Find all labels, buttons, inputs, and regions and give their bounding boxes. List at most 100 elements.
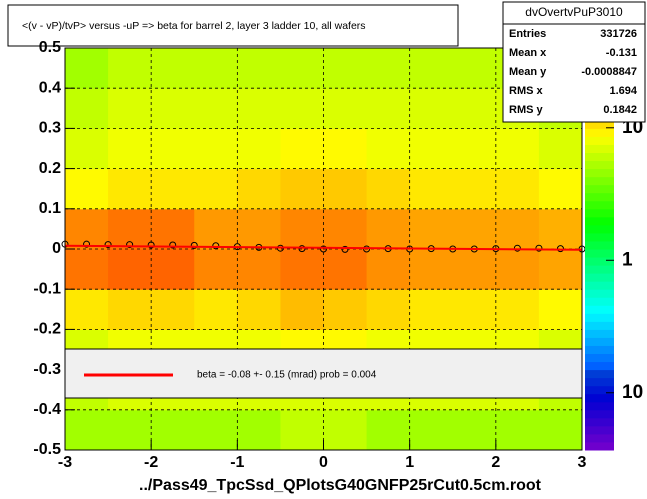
- colorbar-step: [585, 249, 614, 258]
- y-tick-label: 0.2: [39, 160, 61, 177]
- profile-point: [190, 241, 198, 249]
- stats-value: -0.131: [606, 47, 637, 59]
- heatmap-cell: [495, 208, 540, 250]
- plot-area: [61, 47, 586, 451]
- heatmap-cell: [65, 128, 109, 170]
- heatmap-cell: [366, 88, 411, 129]
- colorbar-step: [585, 313, 614, 322]
- heatmap-cell: [194, 208, 238, 250]
- heatmap-cell: [65, 48, 109, 89]
- colorbar-step: [585, 224, 614, 234]
- colorbar-step: [585, 393, 614, 403]
- colorbar-step: [585, 329, 614, 338]
- heatmap-cell: [151, 168, 195, 210]
- stats-label: Mean x: [509, 47, 547, 59]
- heatmap-cell: [538, 249, 583, 290]
- heatmap-cell: [323, 48, 368, 89]
- heatmap-cell: [323, 168, 368, 210]
- colorbar-step: [585, 337, 614, 346]
- x-tick-label: -1: [230, 454, 244, 471]
- colorbar-step: [585, 401, 614, 411]
- heatmap-cell: [65, 168, 109, 210]
- profile-point: [126, 241, 134, 249]
- heatmap-cell: [65, 409, 109, 451]
- colorbar-step: [585, 321, 614, 330]
- heatmap-cell: [65, 208, 109, 250]
- heatmap-cell: [194, 48, 238, 89]
- heatmap-cell: [366, 208, 411, 250]
- y-tick-label: 0: [52, 240, 61, 257]
- heatmap-cell: [151, 249, 195, 290]
- heatmap-cell: [194, 128, 238, 170]
- heatmap-cell: [323, 88, 368, 129]
- colorbar-step: [585, 240, 614, 250]
- heatmap-cell: [237, 289, 281, 330]
- title-box: [7, 4, 459, 47]
- heatmap-cell: [237, 208, 281, 250]
- heatmap-cell: [538, 208, 583, 250]
- colorbar-step: [585, 409, 614, 419]
- colorbar-step: [585, 184, 614, 194]
- heatmap-cell: [538, 409, 583, 451]
- colorbar-step: [585, 208, 614, 218]
- x-tick-label: -3: [58, 454, 72, 471]
- colorbar-step: [585, 216, 614, 226]
- x-tick-label: 1: [405, 454, 414, 471]
- heatmap-cell: [280, 289, 324, 330]
- heatmap-cell: [194, 168, 238, 210]
- heatmap-cell: [108, 128, 152, 170]
- heatmap-cell: [280, 48, 324, 89]
- stats-label: Mean y: [509, 66, 547, 78]
- colorbar-step: [585, 441, 614, 451]
- colorbar-step: [585, 289, 614, 298]
- heatmap-cell: [65, 88, 109, 129]
- heatmap-cell: [237, 249, 281, 290]
- colorbar-step: [585, 369, 614, 379]
- colorbar-step: [585, 273, 614, 282]
- heatmap-cell: [323, 208, 368, 250]
- stats-label: RMS x: [509, 85, 544, 97]
- colorbar-step: [585, 128, 614, 137]
- colorbar-step: [585, 152, 614, 162]
- heatmap-cell: [452, 48, 497, 89]
- heatmap-cell: [366, 289, 411, 330]
- heatmap-cell: [495, 289, 540, 330]
- colorbar-label: 10: [622, 382, 643, 403]
- colorbar-step: [585, 417, 614, 427]
- heatmap-cell: [323, 409, 368, 451]
- heatmap-cell: [495, 409, 540, 451]
- heatmap-cell: [237, 128, 281, 170]
- heatmap-cell: [194, 289, 238, 330]
- legend-text: beta = -0.08 +- 0.15 (mrad) prob = 0.004: [197, 370, 377, 381]
- heatmap-cell: [452, 289, 497, 330]
- y-tick-label: -0.1: [33, 280, 61, 297]
- x-tick-label: 2: [491, 454, 500, 471]
- stats-label: Entries: [509, 28, 546, 40]
- colorbar-step: [585, 144, 614, 154]
- y-tick-label: 0.1: [39, 200, 61, 217]
- heatmap-cell: [409, 208, 454, 250]
- colorbar-step: [585, 281, 614, 290]
- stats-box: [502, 1, 646, 123]
- heatmap-cell: [538, 128, 583, 170]
- x-tick-label: 3: [578, 454, 587, 471]
- heatmap-cell: [151, 208, 195, 250]
- heatmap-cell: [151, 128, 195, 170]
- stats-value: 0.1842: [603, 104, 637, 116]
- heatmap-cell: [538, 289, 583, 330]
- heatmap-cell: [194, 409, 238, 451]
- colorbar-step: [585, 353, 614, 363]
- heatmap-cell: [108, 409, 152, 451]
- profile-point: [535, 244, 543, 252]
- heatmap-cell: [366, 48, 411, 89]
- heatmap-cell: [409, 409, 454, 451]
- stats-value: 1.694: [609, 85, 637, 97]
- frame: [64, 47, 583, 451]
- colorbar-step: [585, 297, 614, 306]
- heatmap-cell: [366, 168, 411, 210]
- colorbar-step: [585, 433, 614, 443]
- colorbar-step: [585, 192, 614, 202]
- colorbar-step: [585, 232, 614, 242]
- colorbar-step: [585, 345, 614, 355]
